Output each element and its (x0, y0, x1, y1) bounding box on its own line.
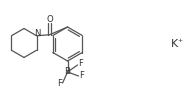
Text: F: F (57, 79, 62, 88)
Text: F: F (78, 59, 83, 68)
Text: B: B (65, 68, 70, 76)
Text: F: F (80, 71, 84, 80)
Text: +: + (177, 38, 182, 42)
Text: O: O (46, 15, 53, 24)
Text: K: K (170, 39, 178, 49)
Text: N: N (34, 29, 41, 38)
